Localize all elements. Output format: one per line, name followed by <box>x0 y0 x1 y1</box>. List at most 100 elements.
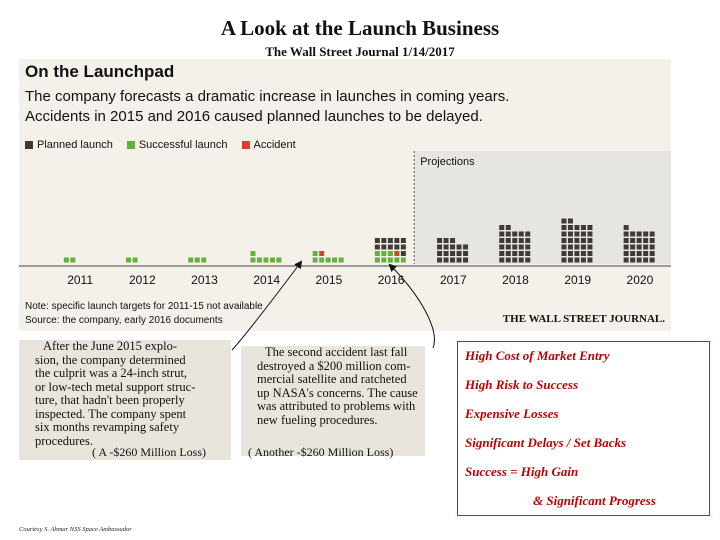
launch-mark-2019 <box>574 244 580 250</box>
para2-line: new fueling procedures. <box>257 412 378 427</box>
launch-mark-2018 <box>505 225 511 230</box>
launch-mark-2019 <box>580 244 586 250</box>
launch-mark-2014 <box>250 257 256 263</box>
para1-line: sion, the company determined <box>35 352 186 367</box>
x-tick-label: 2014 <box>253 273 280 287</box>
launch-mark-2018 <box>499 225 505 230</box>
launch-mark-2016 <box>394 257 400 263</box>
launch-mark-2019 <box>574 251 580 256</box>
launch-mark-2018 <box>525 238 531 243</box>
launch-mark-2020 <box>636 251 642 256</box>
launch-mark-2020 <box>623 225 629 230</box>
launch-mark-2016 <box>381 257 387 263</box>
launch-mark-2020 <box>623 257 629 263</box>
launch-mark-2020 <box>643 231 649 237</box>
launch-mark-2019 <box>587 244 593 250</box>
launch-mark-2016 <box>394 244 400 250</box>
launch-mark-2020 <box>630 238 636 243</box>
x-tick-label: 2020 <box>627 273 654 287</box>
newspaper-clipping: Projections 2011 2012 2013 2014 2015 2016 2017 2… <box>19 59 671 331</box>
chart-note: Note: specific launch targets for 2011-1… <box>25 301 263 312</box>
launch-mark-2019 <box>567 231 573 237</box>
launch-mark-2019 <box>561 238 567 243</box>
page-title: A Look at the Launch Business <box>220 16 500 40</box>
para1-line: the culprit was a 24-inch strut, <box>35 366 188 380</box>
launch-mark-2018 <box>505 251 511 256</box>
launch-mark-2012 <box>132 257 138 263</box>
legend-item-planned: Planned launch <box>25 139 113 151</box>
loss-label-2: ( Another -$260 Million Loss) <box>248 445 394 459</box>
launch-mark-2018 <box>512 257 518 263</box>
launch-mark-2019 <box>587 231 593 237</box>
x-tick-label: 2015 <box>316 273 343 287</box>
launch-mark-2018 <box>505 231 511 237</box>
launch-mark-2017 <box>456 251 462 256</box>
launch-mark-2016 <box>400 257 406 263</box>
launch-mark-2018 <box>518 244 524 250</box>
launch-mark-2018 <box>499 238 505 243</box>
launch-mark-2020 <box>649 231 655 237</box>
launch-mark-2019 <box>587 251 593 256</box>
chart-source: Source: the company, early 2016 document… <box>25 315 223 326</box>
launch-mark-2017 <box>463 251 469 256</box>
launch-mark-2020 <box>636 244 642 250</box>
chart-legend: Planned launch Successful launch Acciden… <box>25 139 296 151</box>
launch-mark-2016 <box>381 238 387 243</box>
launch-mark-2017 <box>456 244 462 250</box>
launch-mark-2018 <box>499 257 505 263</box>
para2-line: The second accident last fall <box>265 345 408 359</box>
launch-mark-2019 <box>567 244 573 250</box>
wsj-credit: THE WALL STREET JOURNAL. <box>502 313 665 325</box>
launch-mark-2011 <box>63 257 69 263</box>
launch-mark-2019 <box>567 225 573 230</box>
launch-mark-2020 <box>623 251 629 256</box>
launch-mark-2015 <box>312 251 318 256</box>
chart-subheading-2: Accidents in 2015 and 2016 caused planne… <box>25 108 483 125</box>
launch-mark-2018 <box>518 231 524 237</box>
launch-mark-2020 <box>623 231 629 237</box>
launch-mark-2019 <box>567 251 573 256</box>
summary-item: Significant Delays / Set Backs <box>465 435 627 450</box>
launch-mark-2016 <box>387 238 393 243</box>
launch-mark-2017 <box>450 251 456 256</box>
launch-mark-2019 <box>580 238 586 243</box>
para1-line: inspected. The company spent <box>35 406 187 421</box>
launch-mark-2017 <box>437 238 443 243</box>
para1-line: ture, that hadn't been properly <box>35 393 185 407</box>
para2-line: mercial satellite and ratcheted <box>257 372 407 386</box>
x-tick-label: 2018 <box>502 273 529 287</box>
para1-line: or low-tech metal support struc- <box>35 379 196 394</box>
launch-mark-2018 <box>525 257 531 263</box>
launch-mark-2018 <box>499 244 505 250</box>
x-tick-label: 2011 <box>67 273 93 287</box>
launch-mark-2016 <box>381 244 387 250</box>
article-paragraph-1: After the June 2015 explo- sion, the com… <box>19 339 231 460</box>
launch-mark-2015 <box>338 257 344 263</box>
launch-mark-2017 <box>450 238 456 243</box>
launch-mark-2019 <box>587 225 593 230</box>
launch-mark-2020 <box>623 244 629 250</box>
launch-mark-2014 <box>269 257 275 263</box>
launch-mark-2013 <box>201 257 207 263</box>
para1-line: procedures. <box>35 433 93 448</box>
loss-label-1: ( A -$260 Million Loss) <box>92 445 207 459</box>
launch-mark-2018 <box>525 231 531 237</box>
launch-mark-2019 <box>561 251 567 256</box>
launch-mark-2019 <box>580 231 586 237</box>
launch-mark-2016 <box>394 238 400 243</box>
launch-mark-2016 <box>400 238 406 243</box>
legend-item-accident: Accident <box>241 139 296 151</box>
launch-mark-2019 <box>561 244 567 250</box>
x-tick-label: 2019 <box>564 273 591 287</box>
para2-line: destroyed a $200 million com- <box>257 358 411 373</box>
chart-subheading-1: The company forecasts a dramatic increas… <box>25 88 510 105</box>
launch-mark-2017 <box>450 244 456 250</box>
launch-mark-2016 <box>387 244 393 250</box>
summary-box: High Cost of Market Entry High Risk to S… <box>457 341 710 516</box>
launch-chart: Projections 2011 2012 2013 2014 2015 2016 2017 2… <box>19 151 671 287</box>
launch-mark-2015 <box>332 257 338 263</box>
summary-item: High Cost of Market Entry <box>465 348 610 363</box>
launch-mark-2019 <box>561 225 567 230</box>
launch-mark-2019 <box>561 218 567 224</box>
launch-mark-2020 <box>630 231 636 237</box>
